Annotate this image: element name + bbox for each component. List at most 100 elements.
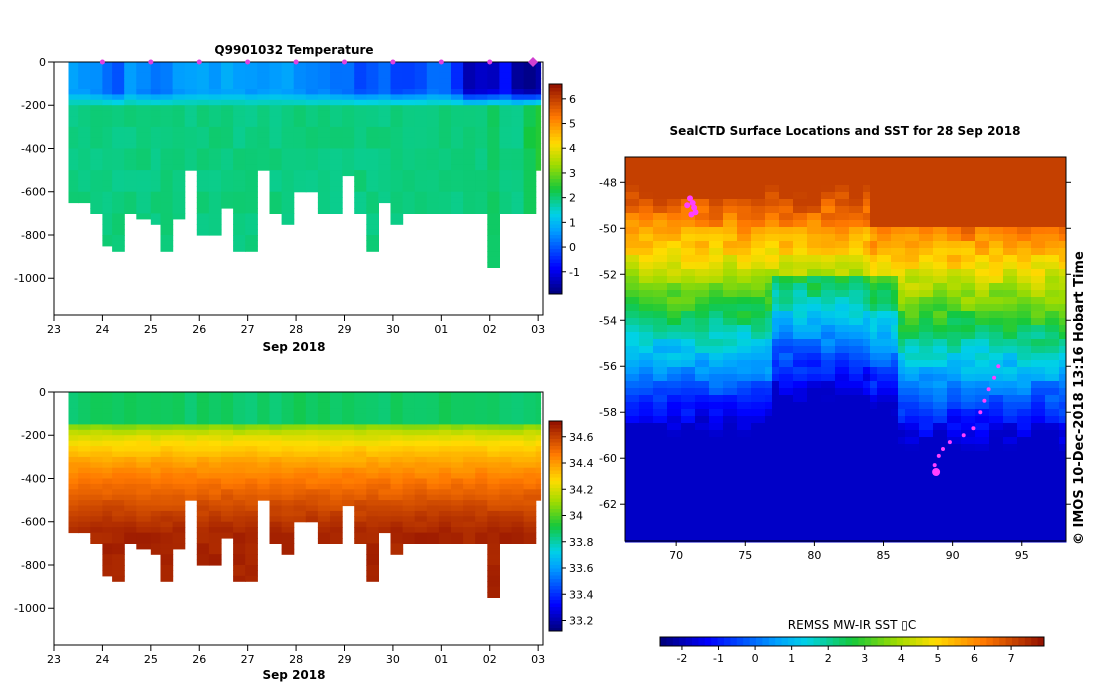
sst-cell [674, 220, 682, 228]
profile-cell [112, 208, 125, 214]
profile-cell [221, 440, 234, 447]
profile-cell [330, 83, 343, 90]
sst-cell [982, 227, 990, 235]
sst-cell [814, 388, 822, 396]
profile-cell [112, 62, 125, 68]
sst-cell [772, 262, 780, 270]
sst-cell [653, 178, 661, 186]
colorbar-segment [549, 578, 562, 583]
profile-cell [414, 429, 428, 436]
sst-cell [688, 178, 696, 186]
sst-cell [856, 297, 864, 305]
sst-cell [786, 360, 794, 368]
sst-cell [667, 367, 675, 375]
sst-cell [1031, 374, 1039, 382]
profile-cell [245, 521, 258, 528]
sst-cell [793, 353, 801, 361]
sst-cell [1003, 290, 1011, 298]
sst-cell [954, 374, 962, 382]
sst-cell [996, 381, 1004, 389]
sst-cell [702, 241, 710, 249]
sst-cell [849, 269, 857, 277]
profile-cell [160, 175, 174, 182]
profile-cell [438, 500, 452, 507]
profile-cell [402, 527, 416, 534]
profile-cell [245, 105, 258, 112]
profile-cell [342, 419, 355, 425]
profile-cell [196, 78, 210, 85]
profile-cell [208, 467, 222, 474]
profile-cell [90, 186, 103, 193]
sst-cell [793, 164, 801, 172]
sst-cell [793, 318, 801, 326]
profile-cell [136, 413, 152, 420]
profile-cell [390, 126, 404, 133]
profile-cell [233, 500, 246, 507]
sst-cell [947, 325, 955, 333]
sst-cell [954, 402, 962, 410]
profile-cell [535, 89, 542, 95]
profile-cell [426, 494, 440, 501]
profile-cell [438, 538, 452, 544]
sst-cell [947, 220, 955, 228]
profile-cell [245, 94, 258, 101]
sst-cell [835, 346, 843, 354]
profile-cell [438, 191, 452, 198]
sst-cell [821, 367, 829, 375]
sst-cell [940, 192, 948, 200]
sst-cell [877, 346, 885, 354]
sst-cell [989, 220, 997, 228]
profile-cell [511, 83, 525, 90]
sst-cell [821, 192, 829, 200]
sst-cell [625, 164, 633, 172]
profile-cell [172, 451, 186, 458]
sst-cell [989, 409, 997, 417]
profile-cell [426, 456, 440, 463]
sst-cell [989, 395, 997, 403]
profile-cell [78, 126, 91, 133]
sst-cell [954, 381, 962, 389]
sst-cell [807, 199, 815, 207]
sst-cell [1024, 311, 1032, 319]
sst-cell [625, 185, 633, 193]
sst-cell [667, 220, 675, 228]
sst-cell [660, 318, 668, 326]
profile-cell [160, 413, 174, 420]
sst-cell [723, 332, 731, 340]
sst-cell [667, 388, 675, 396]
profile-cell [487, 419, 500, 425]
profile-cell [402, 505, 416, 512]
sst-cell [828, 381, 836, 389]
profile-cell [523, 170, 537, 177]
sst-cell [723, 269, 731, 277]
profile-cell [136, 392, 152, 398]
sst-cell [968, 360, 976, 368]
sst-cell [632, 409, 640, 417]
profile-cell [112, 126, 125, 133]
profile-cell [330, 116, 343, 123]
sst-cell [933, 164, 941, 172]
sst-cell [1003, 332, 1011, 340]
profile-cell [90, 527, 103, 534]
sst-cell [877, 262, 885, 270]
profile-cell [487, 251, 500, 258]
profile-cell [426, 521, 440, 528]
sst-cell [807, 255, 815, 263]
profile-cell [414, 121, 428, 128]
profile-cell [402, 435, 416, 442]
profile-cell [330, 175, 343, 182]
sst-cell [779, 374, 787, 382]
profile-cell [172, 516, 186, 523]
sst-cell [807, 416, 815, 424]
sst-cell [968, 367, 976, 375]
sst-cell [632, 227, 640, 235]
sst-cell [660, 381, 668, 389]
sst-cell [709, 164, 717, 172]
sst-cell [940, 199, 948, 207]
sst-cell [681, 234, 689, 242]
profile-cell [221, 62, 234, 68]
sst-cell [639, 297, 647, 305]
profile-cell [463, 94, 476, 101]
profile-cell [523, 94, 537, 101]
profile-cell [305, 451, 319, 458]
